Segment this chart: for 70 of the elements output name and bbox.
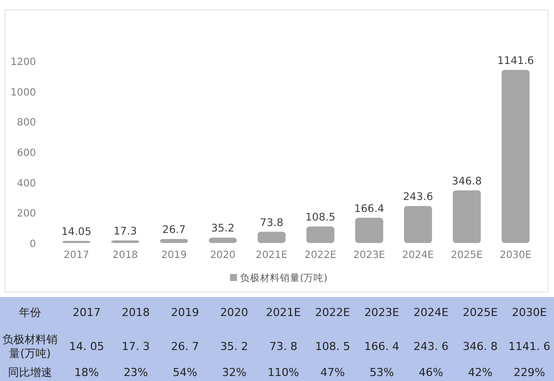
x-tick-label: 2030E	[500, 250, 532, 261]
bar	[355, 218, 384, 243]
data-label: 108.5	[305, 212, 336, 224]
text: 53%	[370, 366, 394, 379]
y-tick-label: 1200	[10, 57, 36, 68]
data-label: 166.4	[354, 202, 385, 215]
bar	[502, 70, 530, 243]
text: 同比增速	[8, 366, 52, 379]
category-label: 2019	[171, 306, 199, 319]
text: 229%	[514, 366, 546, 379]
text: 26. 7	[171, 340, 199, 353]
bar	[306, 226, 334, 243]
text: 166. 4	[364, 340, 400, 353]
text: 35. 2	[220, 340, 248, 353]
data-label: 26.7	[162, 224, 186, 236]
data-label: 35.2	[211, 222, 234, 235]
category-label: 2018	[122, 306, 150, 319]
text: 47%	[320, 366, 345, 379]
text: 108. 5	[315, 340, 350, 353]
category-label: 2017	[72, 306, 101, 319]
y-tick-label: 1000	[10, 87, 36, 98]
category-label: 2023E	[364, 306, 400, 319]
x-tick-label: 2025E	[450, 250, 483, 261]
x-tick-label: 2023E	[353, 250, 386, 261]
bar	[452, 190, 481, 243]
bar	[160, 238, 188, 243]
text: 17. 3	[122, 340, 150, 353]
x-tick-label: 2021E	[256, 250, 288, 261]
text: 23%	[124, 366, 148, 379]
text: 18%	[74, 366, 99, 379]
data-label: 14.05	[61, 226, 92, 238]
text: 年份	[19, 306, 41, 319]
category-label: 2022E	[315, 306, 350, 319]
x-tick-label: 2017	[64, 250, 90, 261]
y-tick-label: 200	[16, 208, 36, 220]
text: 42%	[468, 366, 492, 379]
data-label: 243.6	[402, 191, 434, 204]
text: 110%	[268, 366, 300, 379]
y-tick-label: 0	[30, 239, 36, 250]
x-tick-label: 2019	[161, 250, 187, 261]
legend-label: 负极材料销量(万吨)	[240, 272, 328, 284]
text: 243. 6	[414, 340, 448, 353]
text: 14. 05	[69, 340, 104, 353]
y-tick-label: 600	[16, 148, 36, 159]
bar	[404, 206, 432, 243]
category-label: 2030E	[512, 306, 547, 319]
text: 负极材料销量(万吨)	[2, 333, 58, 360]
category-label: 2020	[220, 306, 248, 319]
bar	[208, 238, 237, 243]
data-label: 1141.6	[497, 54, 534, 67]
category-label: 2021E	[266, 306, 301, 319]
text: 54%	[172, 366, 198, 379]
data-label: 346.8	[452, 175, 482, 188]
x-tick-label: 2024E	[402, 250, 434, 261]
category-label: 2025E	[462, 306, 498, 319]
y-tick-label: 800	[16, 118, 36, 129]
x-tick-label: 2018	[112, 250, 138, 261]
bar	[111, 240, 140, 243]
bar	[258, 232, 286, 243]
text: 46%	[418, 366, 444, 379]
text: 32%	[222, 366, 246, 379]
text: 73. 8	[269, 340, 298, 353]
y-tick-label: 400	[16, 178, 36, 190]
text: 346. 8	[462, 340, 498, 353]
data-label: 73.8	[260, 216, 284, 229]
data-label: 17.3	[114, 225, 137, 238]
x-tick-label: 2020	[210, 250, 236, 261]
category-label: 2024E	[414, 306, 448, 319]
text: 1141. 6	[508, 340, 550, 353]
x-tick-label: 2022E	[304, 250, 336, 261]
